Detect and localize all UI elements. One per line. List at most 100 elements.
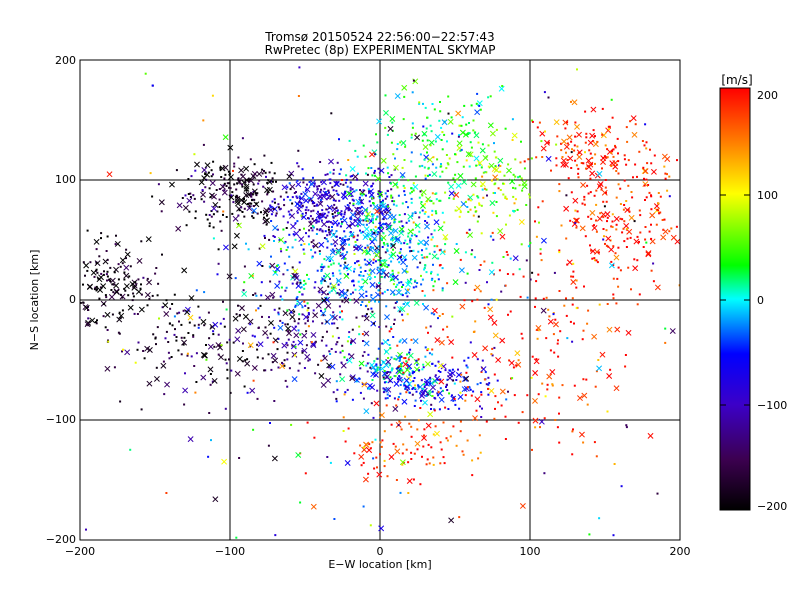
data-point [582,378,585,381]
data-point [312,309,315,312]
x-axis-label: E−W location [km] [328,558,431,571]
data-point [410,151,413,154]
data-point [431,103,434,105]
data-point [205,213,208,216]
data-point [555,164,558,167]
data-point [369,204,372,207]
data-point [355,380,358,383]
data-point-cross [324,191,331,198]
data-point [356,207,359,209]
data-point [320,309,322,312]
data-point [382,269,385,272]
data-point-cross [600,132,607,139]
data-point [298,313,301,316]
data-point [602,157,605,159]
data-point [212,330,215,333]
data-point-cross [426,391,433,398]
data-point [481,188,484,191]
data-point [401,362,404,365]
data-point [543,91,546,94]
data-point [367,188,370,191]
data-point [485,188,488,191]
data-point-cross [343,297,350,304]
data-point [341,221,343,223]
data-point [400,355,403,358]
data-point [498,164,500,167]
data-point [617,246,620,249]
data-point [457,135,460,138]
data-point-cross [532,397,538,404]
data-point [203,200,206,203]
data-point [302,181,305,184]
data-point [409,367,412,370]
data-point [375,363,378,366]
data-point [426,221,429,224]
data-point [441,313,444,315]
data-point [439,387,442,390]
data-point-cross [509,178,516,185]
data-point [420,274,422,277]
data-point [377,231,380,234]
data-point [615,302,618,305]
data-point [396,148,399,151]
data-point [421,455,423,458]
data-point [428,173,431,176]
data-point [426,151,428,154]
data-point [408,351,411,354]
data-point-cross [114,240,121,247]
data-point [479,290,482,293]
data-point [380,201,383,203]
data-point [557,339,559,342]
data-point [327,228,330,231]
data-point-cross [277,324,284,331]
data-point [504,438,507,440]
data-point-cross [574,123,580,130]
data-point [270,161,273,164]
data-point [650,237,653,240]
data-point [496,379,499,382]
data-point [336,224,339,227]
colorbar-tick-label: 0 [757,294,764,307]
data-point [401,463,404,466]
data-point [339,351,342,354]
data-point [364,270,367,272]
data-point [377,250,380,253]
data-point-cross [455,182,462,189]
data-point [595,230,598,233]
data-point [168,322,171,325]
data-point [561,156,564,158]
data-point [293,310,296,313]
data-point [357,172,359,175]
data-point [573,149,576,152]
data-point-cross [515,361,522,368]
data-point [307,235,310,238]
data-point-cross [302,191,309,198]
data-point [365,295,368,297]
data-point [411,388,414,390]
data-point [454,403,457,406]
data-point [256,343,259,346]
data-point [426,139,429,142]
data-point [463,299,466,302]
data-point [393,357,396,360]
colorbar-tick-label: −200 [757,500,787,513]
data-point [422,383,425,386]
data-point-cross [553,321,559,328]
data-point [361,278,364,281]
data-point [332,216,335,219]
data-point [228,186,231,189]
data-point-cross [226,273,233,280]
data-point [424,243,427,246]
data-point [407,358,410,361]
data-point-cross [394,448,401,455]
data-point [299,333,302,336]
data-point [380,259,383,262]
data-point-cross [138,306,145,313]
data-point [445,167,448,170]
data-point [378,326,381,328]
data-point [325,320,328,323]
data-point [173,333,176,336]
data-point [421,256,424,259]
data-point [403,159,406,161]
